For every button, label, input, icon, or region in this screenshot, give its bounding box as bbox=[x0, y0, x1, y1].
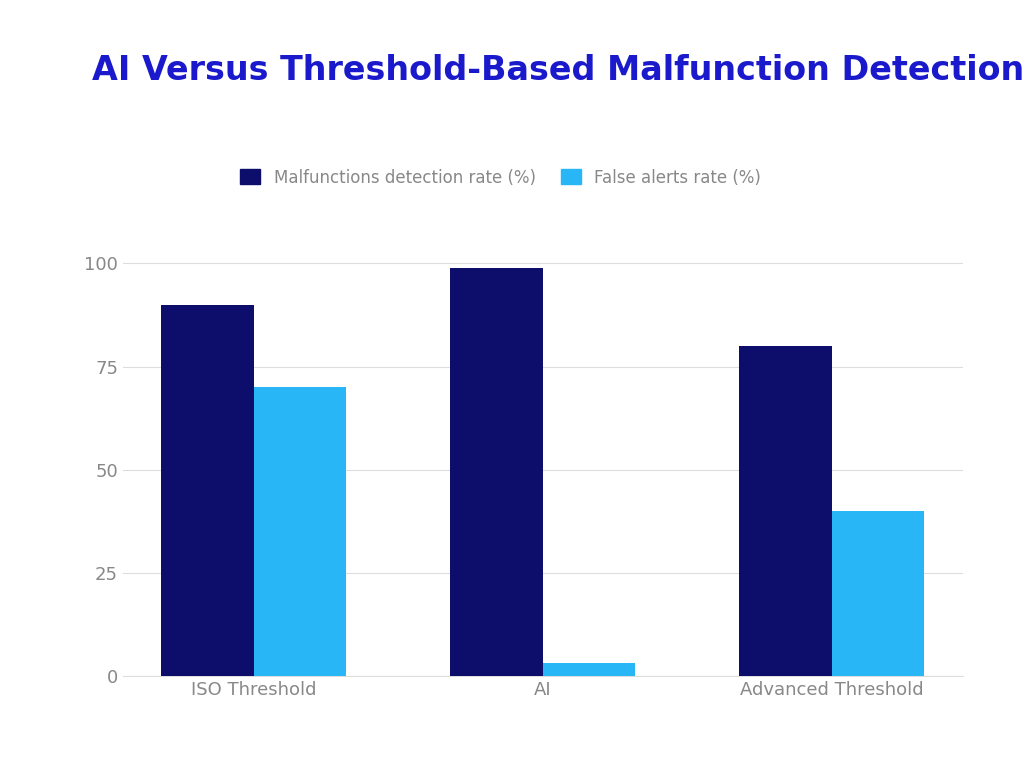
Bar bbox=[161, 305, 254, 676]
Legend: Malfunctions detection rate (%), False alerts rate (%): Malfunctions detection rate (%), False a… bbox=[233, 162, 768, 194]
Bar bbox=[739, 346, 831, 676]
Bar bbox=[451, 267, 543, 676]
Text: AI Versus Threshold-Based Malfunction Detection Rates: AI Versus Threshold-Based Malfunction De… bbox=[92, 54, 1024, 87]
Bar bbox=[543, 664, 635, 676]
Bar bbox=[254, 387, 346, 676]
Bar bbox=[831, 511, 925, 676]
